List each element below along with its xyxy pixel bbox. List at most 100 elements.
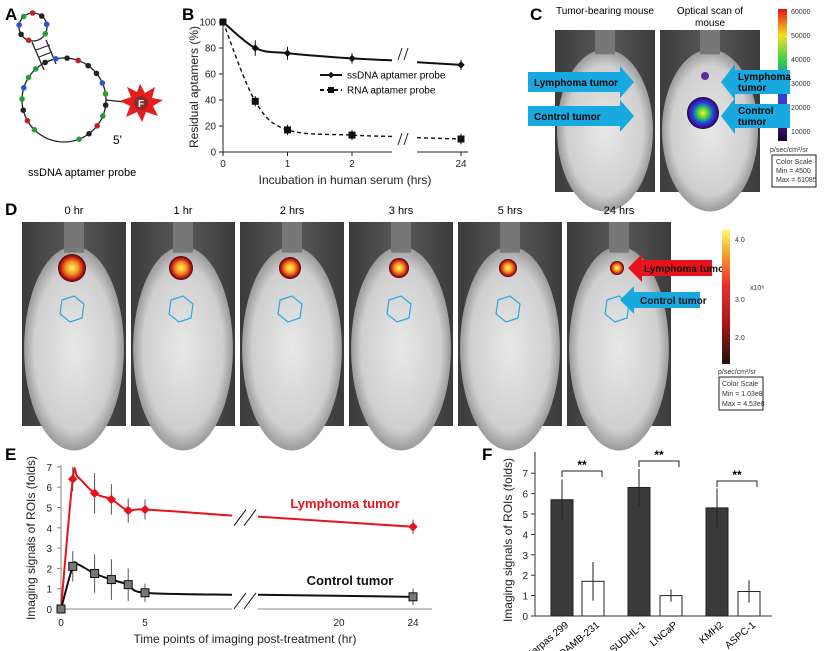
significance-bracket <box>561 470 603 477</box>
y-tick-label: 1 <box>46 585 52 596</box>
arrow-lymphoma-left: Lymphoma tumor <box>528 66 634 98</box>
y-axis-label: Residual aptamers (%) <box>187 26 201 148</box>
time-label: 2 hrs <box>280 205 305 217</box>
y-tick-label: 2 <box>46 564 52 575</box>
nucleotide <box>64 55 70 61</box>
series-line <box>416 61 462 66</box>
data-point <box>283 49 292 57</box>
category-label: ASPC-1 <box>723 620 758 651</box>
significance-bracket <box>716 480 758 487</box>
nose-cone <box>282 222 302 253</box>
nose-cone <box>173 222 193 253</box>
y-tick-label: 40 <box>205 96 217 107</box>
nose-cone <box>595 30 615 55</box>
data-point <box>106 575 116 585</box>
roi-outline <box>277 295 303 323</box>
arrow-lymphoma-d: Lymphoma tumor <box>628 254 728 282</box>
time-label: 1 hr <box>174 205 193 217</box>
c-title-right: Optical scan of <box>677 6 743 17</box>
nucleotide <box>38 13 45 19</box>
x-tick-label: 2 <box>349 159 355 170</box>
axis-break <box>243 592 257 610</box>
c-control-label-left: Control tumor <box>534 112 601 123</box>
mouse-body <box>569 246 669 451</box>
panel-d-label: D <box>5 200 17 219</box>
data-point <box>140 588 150 598</box>
nucleotide <box>99 113 106 119</box>
panel-f-label: F <box>482 445 492 464</box>
c-control-label-right: Control tumor <box>738 106 776 128</box>
c-title-left: Tumor-bearing mouse <box>556 6 654 17</box>
scale-tick-label: 30000 <box>791 81 811 88</box>
tumor-signal <box>389 258 409 278</box>
data-point <box>123 580 133 590</box>
category-label: SUDHL-1 <box>608 620 648 651</box>
nose-cone <box>500 222 520 253</box>
data-point <box>408 522 418 532</box>
panel-e-label: E <box>5 445 16 464</box>
nucleotide <box>24 117 31 124</box>
nose-cone <box>700 30 720 55</box>
nose-cone <box>64 222 84 253</box>
nucleotide <box>102 102 109 108</box>
tumor-signal <box>610 261 624 275</box>
time-label: 24 hrs <box>604 205 635 217</box>
scale-tick-label: 4.0 <box>735 237 745 244</box>
nose-cone <box>609 222 629 253</box>
tumor-signal <box>58 254 86 282</box>
fluorophore-icon: F <box>120 84 163 122</box>
nucleotide <box>31 126 38 133</box>
data-point <box>68 561 78 571</box>
aptamer-caption: ssDNA aptamer probe <box>28 167 136 179</box>
y-tick-label: 4 <box>46 524 52 535</box>
y-tick-label: 0 <box>522 612 528 623</box>
significance-label: ** <box>732 468 742 482</box>
nucleotide <box>20 107 27 114</box>
legend-label: RNA aptamer probe <box>347 86 436 97</box>
arrow-control-left: Control tumor <box>528 100 634 132</box>
arrow-control-right: Control tumor <box>721 98 790 134</box>
roi-outline <box>604 295 630 323</box>
x-tick-label: 5 <box>142 618 148 629</box>
data-point <box>348 131 356 139</box>
nucleotide <box>99 80 106 86</box>
arrow-control-d: Control tumor <box>620 286 707 314</box>
mouse-body <box>242 246 342 451</box>
five-prime-label: 5' <box>113 133 122 147</box>
data-point <box>457 135 465 143</box>
y-tick-label: 3 <box>522 551 528 562</box>
scale-tick-label: 20000 <box>791 105 811 112</box>
nucleotide <box>18 31 24 38</box>
nucleotide <box>25 37 32 44</box>
y-tick-label: 2 <box>522 571 528 582</box>
nucleotide <box>43 21 50 28</box>
data-point <box>56 604 66 614</box>
bar <box>627 486 651 617</box>
d-scale-box-line: Min = 1.03e8 <box>722 391 763 398</box>
significance-label: ** <box>654 448 664 462</box>
tumor-signal <box>279 257 301 279</box>
nucleotide <box>32 66 39 72</box>
nucleotide <box>85 62 91 69</box>
nose-cone <box>391 222 411 253</box>
series-line <box>60 561 233 610</box>
y-tick-label: 0 <box>46 605 52 616</box>
y-tick-label: 7 <box>46 463 52 474</box>
y-tick-label: 100 <box>199 18 216 29</box>
x-tick-label: 0 <box>220 159 226 170</box>
series-label: Lymphoma tumor <box>290 496 399 511</box>
series-line <box>416 137 462 140</box>
y-axis-label: Imaging signals of ROIs (folds) <box>24 456 38 620</box>
scale-tick-label: 40000 <box>791 57 811 64</box>
nucleotide <box>19 96 25 102</box>
series-line <box>222 21 393 138</box>
axis-break <box>397 132 409 146</box>
data-point <box>140 504 150 515</box>
data-point <box>123 505 133 516</box>
nucleotide <box>42 59 48 66</box>
mouse-body <box>24 246 124 451</box>
x-axis-label: Incubation in human serum (hrs) <box>259 173 432 187</box>
c-lymphoma-label-left: Lymphoma tumor <box>534 78 618 89</box>
scale-tick-label: 50000 <box>791 33 811 40</box>
scale-tick-label: 2.0 <box>735 335 745 342</box>
